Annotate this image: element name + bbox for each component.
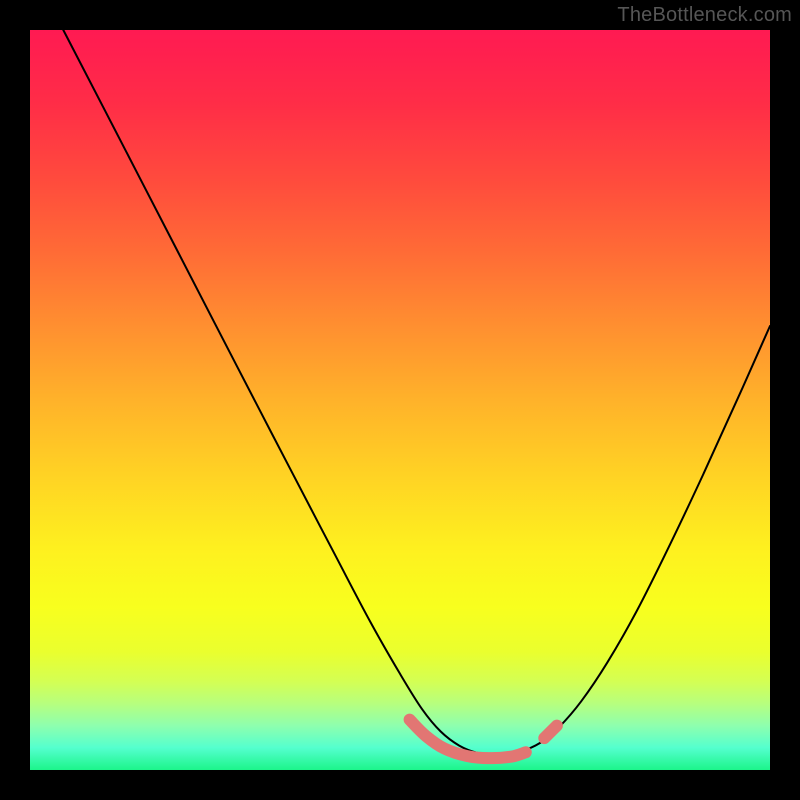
chart-frame: TheBottleneck.com	[0, 0, 800, 800]
bottleneck-chart	[0, 0, 800, 800]
watermark-text: TheBottleneck.com	[617, 4, 792, 27]
gradient-background	[30, 30, 770, 770]
